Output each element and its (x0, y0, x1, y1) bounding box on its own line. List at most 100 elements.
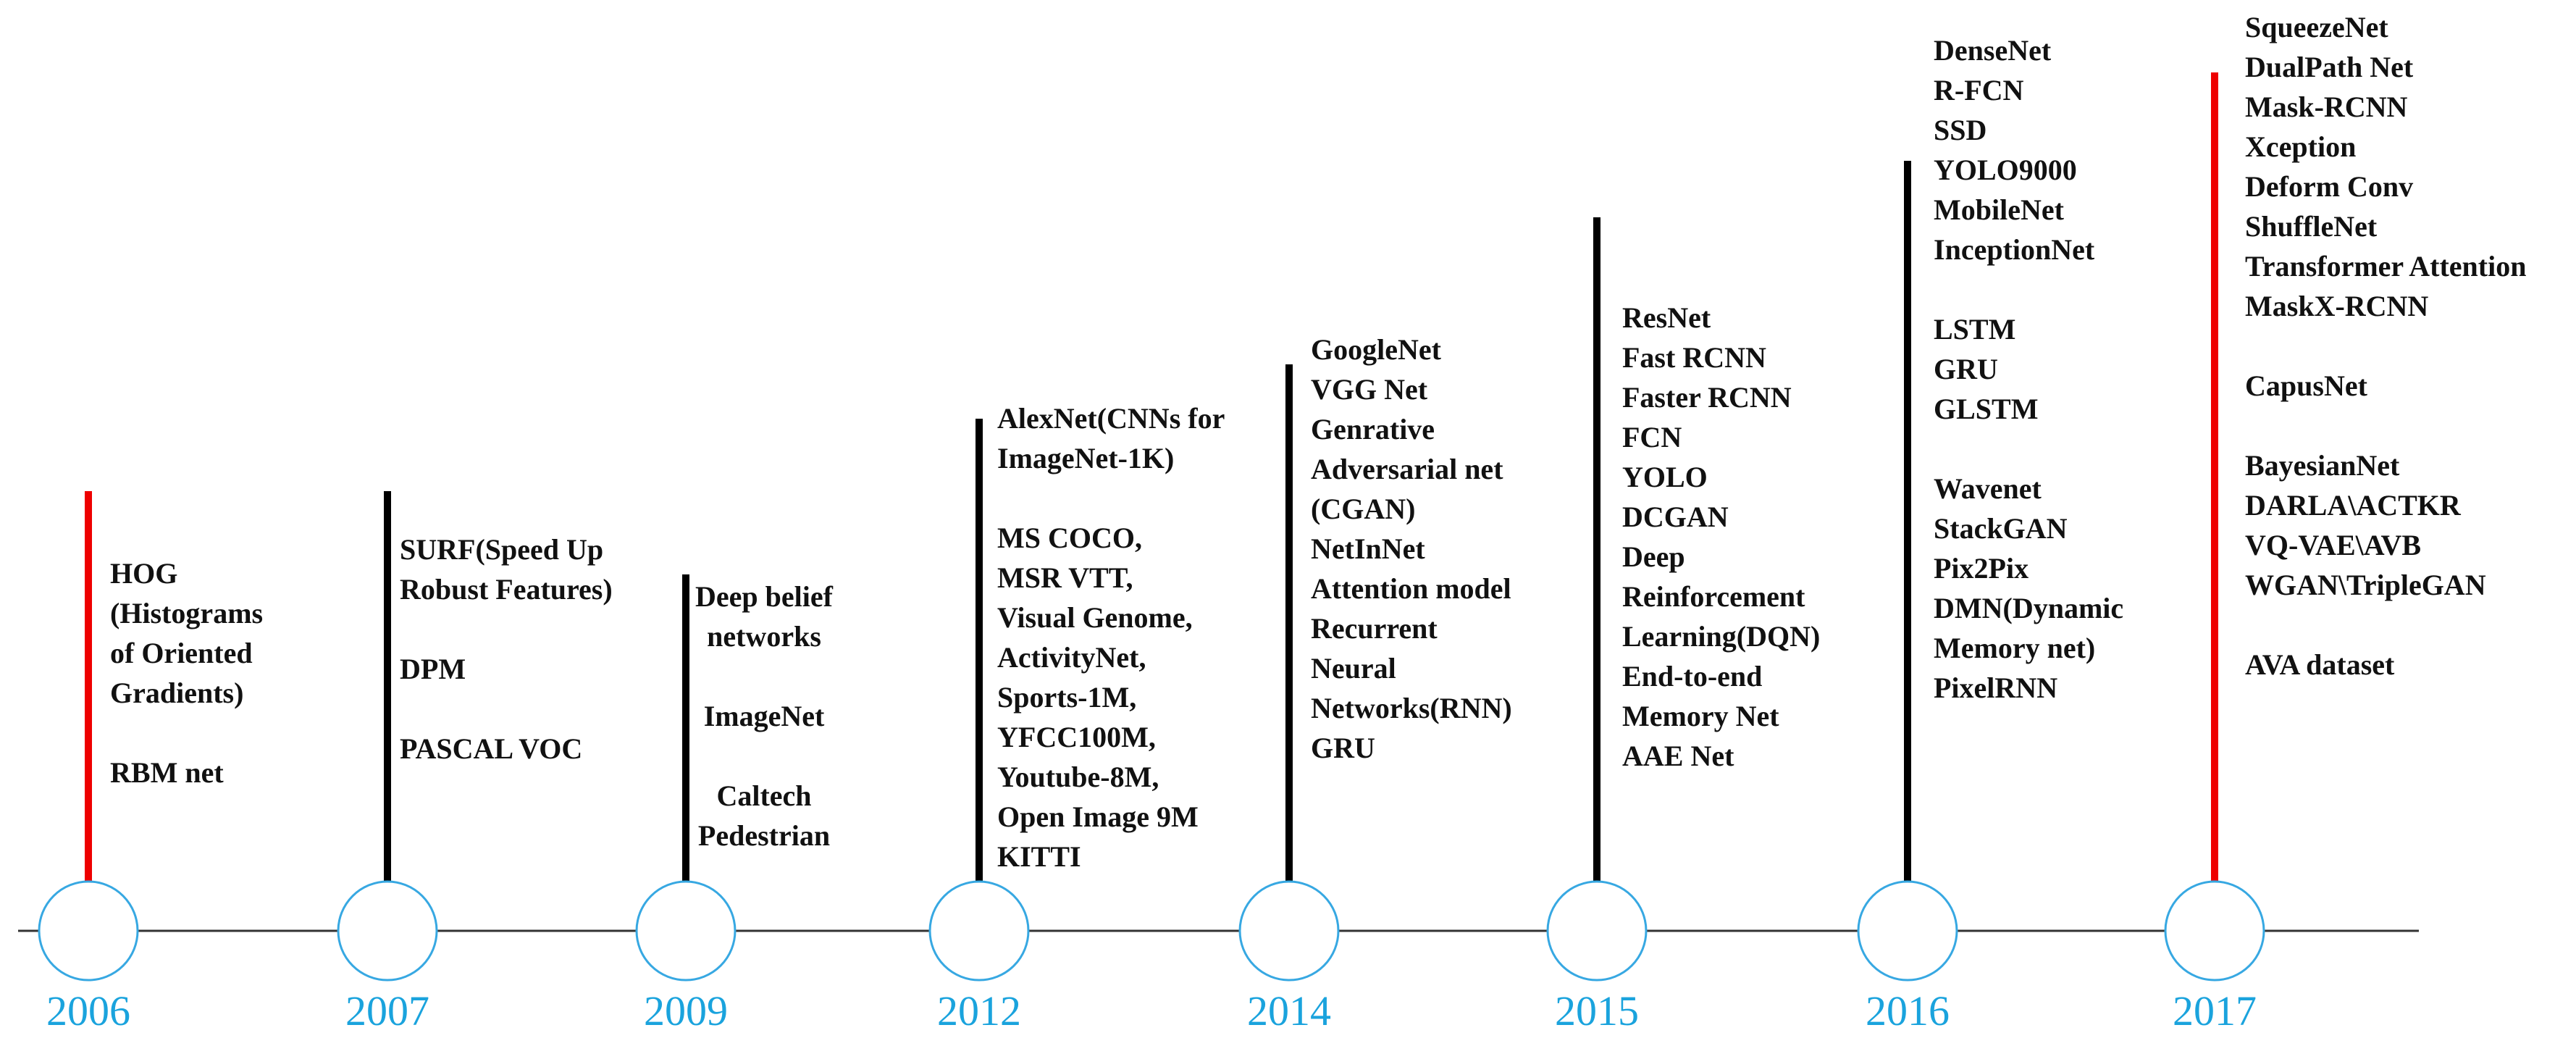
milestone-item: Neural (1311, 652, 1396, 685)
milestone-item: GRU (1311, 732, 1375, 764)
milestone-item: Fast RCNN (1622, 341, 1766, 374)
milestone-item: (Histograms (110, 597, 264, 629)
milestone-item: (CGAN) (1311, 493, 1416, 525)
year-label-2016: 2016 (1866, 987, 1950, 1034)
milestone-circle-2012 (928, 880, 1030, 982)
milestone-list-2007: SURF(Speed Up Robust Features) DPM PASCAL V… (400, 530, 613, 769)
milestone-item: Pix2Pix (1934, 552, 2029, 585)
milestone-item: NetInNet (1311, 532, 1425, 565)
milestone-item: Recurrent (1311, 612, 1438, 645)
milestone-list-2006: HOG (Histograms of Oriented Gradients) RBM n… (110, 553, 263, 792)
milestone-item: GLSTM (1934, 393, 2039, 425)
milestone-item: YOLO9000 (1934, 154, 2077, 186)
year-label-2009: 2009 (644, 987, 728, 1034)
milestone-item: DualPath Net (2245, 51, 2414, 83)
milestone-item: Genrative (1311, 413, 1435, 445)
milestone-item: ImageNet (703, 700, 825, 732)
milestone-item: Sports-1M, (997, 681, 1137, 714)
list-spacer (400, 609, 613, 649)
milestone-item: YOLO (1622, 461, 1708, 493)
year-label-2007: 2007 (345, 987, 429, 1034)
milestone-item: AVA dataset (2245, 648, 2395, 681)
milestone-item: Deform Conv (2245, 170, 2414, 203)
milestone-item: HOG (110, 557, 178, 590)
milestone-item: WGAN\TripleGAN (2245, 569, 2486, 601)
milestone-item: Reinforcement (1622, 580, 1805, 613)
milestone-circle-2014 (1238, 880, 1340, 982)
list-spacer (2245, 326, 2526, 366)
milestone-item: MS COCO, (997, 522, 1142, 554)
milestone-item: Pedestrian (697, 819, 831, 852)
milestone-item: Attention model (1311, 572, 1511, 605)
milestone-item: Gradients) (110, 677, 244, 709)
milestone-item: VQ-VAE\AVB (2245, 529, 2422, 561)
milestone-item: InceptionNet (1934, 233, 2095, 266)
milestone-item: DPM (400, 653, 466, 685)
milestone-item: networks (707, 620, 821, 653)
milestone-item: SqueezeNet (2245, 11, 2388, 43)
milestone-circle-2009 (635, 880, 737, 982)
milestone-list-2012: AlexNet(CNNs for ImageNet-1K) MS COCO, MSR … (997, 398, 1225, 876)
milestone-circle-2016 (1857, 880, 1958, 982)
milestone-item: ImageNet-1K) (997, 442, 1175, 474)
milestone-item: of Oriented (110, 637, 253, 669)
milestone-list-2009: Deep belief networks ImageNet Caltech Pedest… (670, 577, 858, 855)
milestone-item: AlexNet(CNNs for (997, 402, 1225, 435)
milestone-item: DenseNet (1934, 34, 2052, 67)
milestone-item: SSD (1934, 114, 1987, 146)
milestone-item: Visual Genome, (997, 601, 1193, 634)
milestone-list-2015: ResNet Fast RCNN Faster RCNN FCN YOLO DCGAN De… (1622, 298, 1820, 776)
milestone-item: MSR VTT, (997, 561, 1133, 594)
list-spacer (1934, 429, 2123, 469)
milestone-item: Robust Features) (400, 573, 613, 606)
list-spacer (2245, 406, 2526, 445)
milestone-item: LSTM (1934, 313, 2016, 346)
milestone-item: StackGAN (1934, 512, 2068, 545)
year-label-2017: 2017 (2173, 987, 2257, 1034)
milestone-item: CapusNet (2245, 369, 2367, 402)
milestone-item: DARLA\ACTKR (2245, 489, 2461, 522)
milestone-item: Caltech (716, 779, 812, 812)
milestone-item: ResNet (1622, 301, 1711, 334)
milestone-item: Memory Net (1622, 700, 1779, 732)
milestone-item: Wavenet (1934, 472, 2042, 505)
milestone-item: GoogleNet (1311, 333, 1441, 366)
milestone-list-2017: SqueezeNet DualPath Net Mask-RCNN Xception D… (2245, 7, 2526, 685)
milestone-item: MaskX-RCNN (2245, 290, 2429, 322)
milestone-list-2014: GoogleNet VGG Net Genrative Adversarial net… (1311, 330, 1512, 768)
milestone-circle-2007 (337, 880, 438, 982)
milestone-circle-2017 (2164, 880, 2265, 982)
milestone-item: AAE Net (1622, 740, 1734, 772)
milestone-item: DMN(Dynamic (1934, 592, 2124, 624)
milestone-item: FCN (1622, 421, 1682, 453)
milestone-item: VGG Net (1311, 373, 1428, 406)
milestone-circle-2006 (38, 880, 139, 982)
list-spacer (400, 689, 613, 729)
milestone-item: End-to-end (1622, 660, 1763, 693)
milestone-item: PASCAL VOC (400, 732, 583, 765)
list-spacer (1934, 269, 2123, 309)
milestone-item: Networks(RNN) (1311, 692, 1512, 724)
milestone-item: BayesianNet (2245, 449, 2400, 482)
milestone-item: Memory net) (1934, 632, 2096, 664)
year-label-2015: 2015 (1555, 987, 1639, 1034)
list-spacer (670, 736, 858, 776)
milestone-item: Deep belief (695, 580, 833, 613)
milestone-item: RBM net (110, 756, 224, 789)
milestone-item: Deep (1622, 540, 1685, 573)
list-spacer (2245, 605, 2526, 645)
milestone-item: Learning(DQN) (1622, 620, 1821, 653)
milestone-item: Adversarial net (1311, 453, 1503, 485)
milestone-item: Faster RCNN (1622, 381, 1792, 414)
milestone-list-2016: DenseNet R-FCN SSD YOLO9000 MobileNet Incepti… (1934, 30, 2123, 708)
list-spacer (110, 713, 263, 753)
milestone-item: MobileNet (1934, 193, 2064, 226)
year-label-2014: 2014 (1247, 987, 1331, 1034)
milestone-item: ActivityNet, (997, 641, 1146, 674)
milestone-circle-2015 (1546, 880, 1648, 982)
milestone-item: R-FCN (1934, 74, 2024, 106)
list-spacer (997, 478, 1225, 518)
year-label-2006: 2006 (46, 987, 130, 1034)
